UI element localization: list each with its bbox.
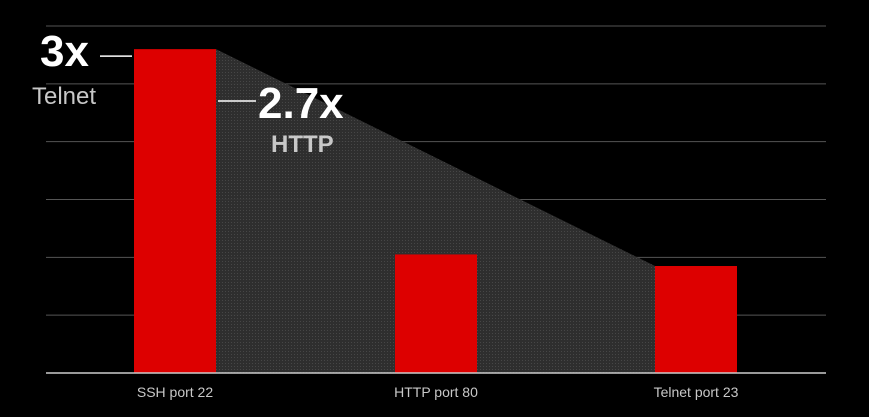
bar-ssh-port-22 xyxy=(134,49,216,374)
annotation-label-telnet: Telnet xyxy=(32,83,96,110)
bars xyxy=(134,49,737,374)
bar-telnet-port-23 xyxy=(655,266,737,373)
annotation-http: 2.7x HTTP xyxy=(218,79,344,158)
annotation-telnet: 3x Telnet xyxy=(32,27,132,110)
x-tick-labels: SSH port 22 HTTP port 80 Telnet port 23 xyxy=(137,384,739,400)
x-tick-label: HTTP port 80 xyxy=(394,384,478,400)
annotation-value-http: 2.7x xyxy=(258,79,344,128)
x-tick-label: Telnet port 23 xyxy=(654,384,739,400)
bar-http-port-80 xyxy=(395,254,477,373)
x-tick-label: SSH port 22 xyxy=(137,384,213,400)
annotation-label-http: HTTP xyxy=(271,131,334,158)
comparison-wedge xyxy=(216,49,655,374)
annotation-value-telnet: 3x xyxy=(40,27,89,76)
